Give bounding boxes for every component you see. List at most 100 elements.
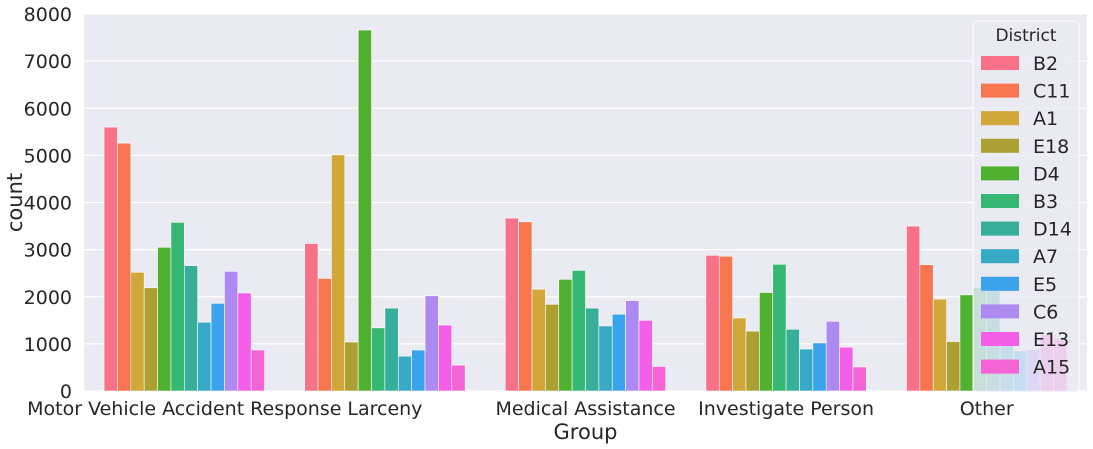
- bar: [451, 364, 466, 392]
- legend-item: A1: [981, 108, 1058, 130]
- legend-label: C6: [1033, 301, 1058, 323]
- bar: [625, 300, 640, 392]
- legend-swatch: [981, 166, 1019, 181]
- legend-item: A15: [981, 357, 1070, 379]
- bar: [906, 225, 921, 392]
- legend-item: B3: [981, 191, 1058, 213]
- legend-item: E18: [981, 136, 1069, 158]
- y-tick-label: 6000: [24, 98, 72, 120]
- x-tick-label: Larceny: [347, 398, 422, 420]
- legend-item: B2: [981, 53, 1058, 75]
- legend-label: A1: [1033, 108, 1058, 130]
- legend-swatch: [981, 194, 1019, 208]
- x-tick-label: Investigate Person: [698, 398, 874, 420]
- legend-item: A7: [981, 246, 1058, 268]
- bar: [545, 303, 560, 392]
- x-axis-label: Group: [554, 420, 618, 444]
- bar: [184, 265, 198, 392]
- bar: [103, 126, 118, 392]
- bar: [759, 292, 774, 392]
- legend-label: A15: [1033, 357, 1070, 379]
- bar: [799, 348, 814, 392]
- legend-swatch: [981, 276, 1019, 291]
- y-tick-label: 0: [60, 381, 72, 403]
- bar: [197, 321, 212, 392]
- legend-swatch: [981, 56, 1019, 70]
- legend-swatch: [981, 111, 1019, 126]
- bar: [558, 279, 573, 392]
- bar: [424, 295, 439, 392]
- bar: [571, 270, 586, 392]
- legend-label: A7: [1033, 246, 1058, 268]
- y-tick-label: 4000: [24, 193, 72, 215]
- bar: [785, 328, 800, 392]
- bar: [718, 255, 733, 392]
- legend-label: E18: [1033, 136, 1069, 158]
- bar: [224, 271, 239, 392]
- legend-swatch: [981, 83, 1019, 98]
- bar: [504, 217, 519, 392]
- bar: [705, 254, 720, 392]
- bar: [384, 307, 399, 392]
- bar: [397, 355, 412, 392]
- y-tick-label: 2000: [24, 287, 72, 309]
- y-tick-label: 3000: [24, 240, 72, 262]
- bar: [772, 263, 787, 392]
- bar: [531, 288, 546, 392]
- bar: [130, 271, 145, 392]
- legend-swatch: [981, 138, 1019, 153]
- x-tick-label: Medical Assistance: [495, 398, 675, 420]
- legend: District B2 C11 A1 E18 D4 B3 D14 A7 E5 C6 E13 A15: [972, 20, 1080, 393]
- y-tick-label: 7000: [24, 51, 72, 73]
- bar: [812, 342, 827, 392]
- bar: [210, 303, 225, 392]
- legend-item: D4: [981, 163, 1060, 185]
- bar: [959, 294, 974, 392]
- legend-label: E13: [1033, 329, 1069, 351]
- x-tick-label: Other: [960, 398, 1014, 420]
- legend-item: C11: [981, 81, 1070, 103]
- bar: [250, 349, 265, 392]
- legend-item: C6: [981, 301, 1058, 323]
- x-tick-label: Motor Vehicle Accident Response: [27, 398, 341, 420]
- legend-label: E5: [1033, 274, 1057, 296]
- bar: [585, 307, 600, 392]
- legend-swatch: [981, 221, 1019, 236]
- x-tick-labels: Motor Vehicle Accident Response Larceny Me…: [27, 398, 1014, 420]
- bar: [946, 341, 961, 392]
- bar: [438, 324, 453, 392]
- bar: [852, 366, 867, 392]
- bar: [598, 325, 613, 392]
- legend-swatch: [981, 249, 1019, 264]
- legend-label: D14: [1033, 219, 1072, 241]
- bar: [143, 287, 158, 392]
- legend-title: District: [995, 26, 1056, 46]
- y-tick-label: 5000: [24, 145, 72, 167]
- bar: [411, 349, 426, 392]
- bar: [304, 243, 319, 392]
- bar: [317, 278, 332, 392]
- legend-swatch: [981, 304, 1019, 319]
- bar: [237, 292, 252, 392]
- legend-swatch: [981, 332, 1019, 346]
- bar: [611, 313, 626, 392]
- bar: [732, 317, 747, 392]
- legend-item: D14: [981, 219, 1072, 241]
- bar: [638, 320, 653, 392]
- y-tick-label: 8000: [24, 4, 72, 26]
- y-tick-label: 1000: [24, 334, 72, 356]
- bar: [518, 221, 533, 392]
- bar: [357, 29, 372, 392]
- legend-label: B2: [1033, 53, 1058, 75]
- legend-label: B3: [1033, 191, 1058, 213]
- bar: [652, 366, 667, 392]
- bar: [839, 346, 854, 392]
- legend-label: C11: [1033, 81, 1070, 103]
- bar: [157, 246, 172, 392]
- bar: [745, 330, 760, 392]
- legend-item: E5: [981, 274, 1057, 296]
- bar: [825, 320, 840, 392]
- bar: [170, 221, 185, 392]
- legend-label: D4: [1033, 163, 1060, 185]
